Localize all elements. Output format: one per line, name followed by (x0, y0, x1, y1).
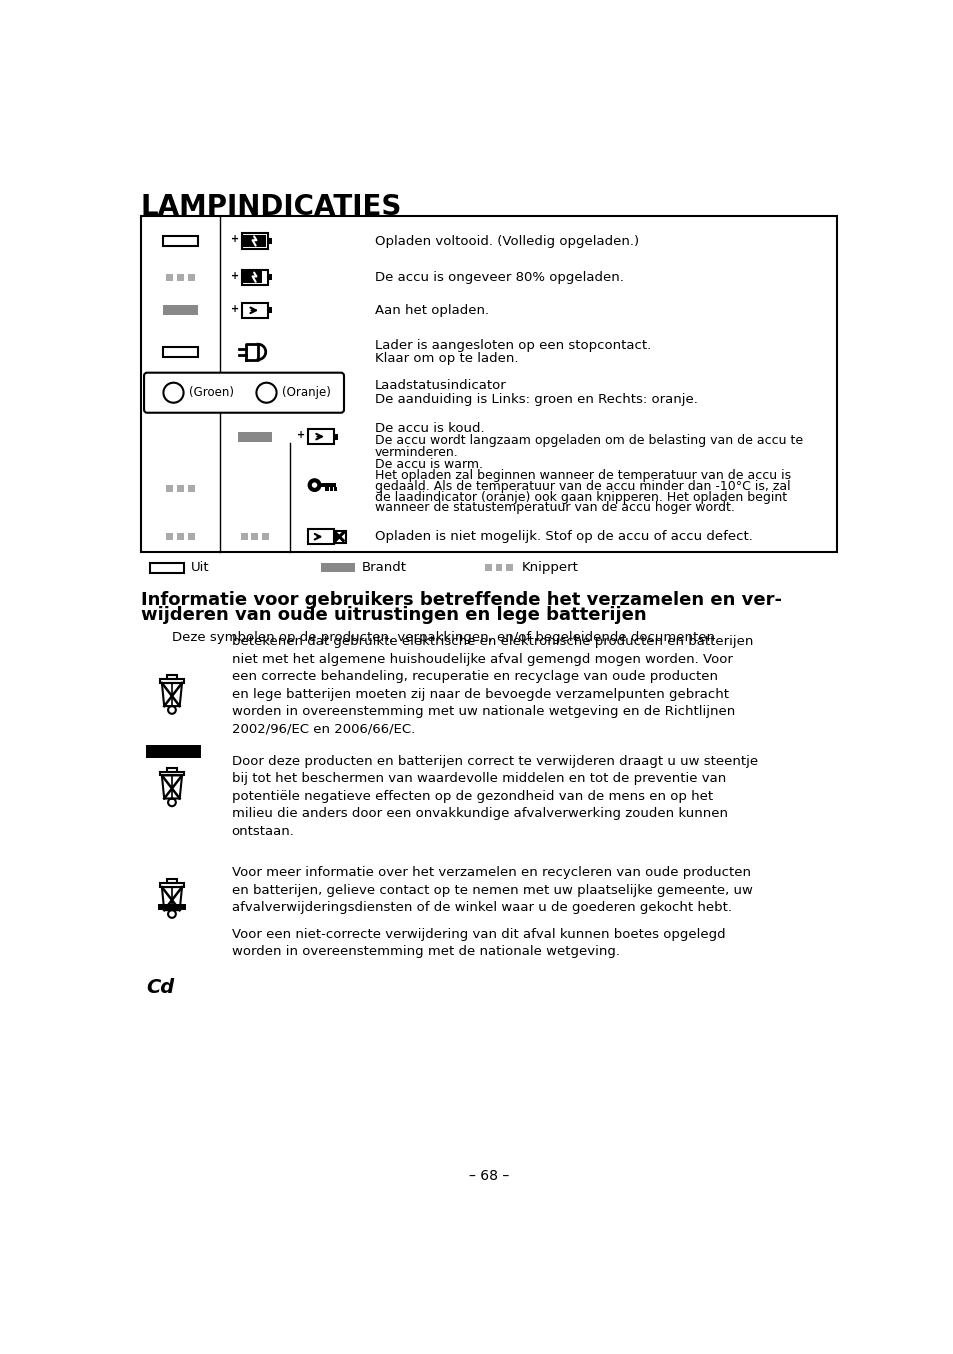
Text: De accu is warm.: De accu is warm. (375, 458, 482, 471)
FancyBboxPatch shape (144, 372, 344, 413)
Bar (484, 565, 491, 571)
Bar (163, 347, 197, 357)
Bar (167, 768, 176, 772)
Bar (325, 487, 328, 490)
Text: Voor een niet-correcte verwijdering van dit afval kunnen boetes opgelegd
worden : Voor een niet-correcte verwijdering van … (232, 927, 724, 959)
Bar (268, 307, 272, 313)
Bar (495, 565, 502, 571)
Bar (146, 745, 200, 758)
Text: wijderen van oude uitrustingen en lege batterijen: wijderen van oude uitrustingen en lege b… (141, 607, 646, 624)
Bar (188, 533, 194, 540)
Bar (159, 772, 184, 776)
Text: Voor meer informatie over het verzamelen en recycleren van oude producten
en bat: Voor meer informatie over het verzamelen… (232, 867, 752, 914)
Text: Deze symbolen op de producten, verpakkingen, en/of begeleidende documenten: Deze symbolen op de producten, verpakkin… (172, 631, 714, 645)
Bar (268, 238, 272, 244)
Bar (307, 529, 334, 544)
Bar (141, 215, 836, 552)
Bar (241, 269, 268, 284)
Text: wanneer de statustemperatuur van de accu hoger wordt.: wanneer de statustemperatuur van de accu… (375, 501, 734, 515)
Bar (167, 879, 176, 883)
Text: De accu wordt langzaam opgeladen om de belasting van de accu te: De accu wordt langzaam opgeladen om de b… (375, 433, 802, 447)
Text: De aanduiding is Links: groen en Rechts: oranje.: De aanduiding is Links: groen en Rechts:… (375, 393, 698, 406)
Text: Brandt: Brandt (361, 561, 406, 574)
Bar (241, 303, 268, 318)
Text: de laadindicator (oranje) ook gaan knipperen. Het opladen begint: de laadindicator (oranje) ook gaan knipp… (375, 490, 786, 504)
Text: Informatie voor gebruikers betreffende het verzamelen en ver-: Informatie voor gebruikers betreffende h… (141, 590, 781, 608)
Circle shape (312, 482, 317, 487)
Bar (307, 429, 334, 444)
Text: Door deze producten en batterijen correct te verwijderen draagt u uw steentje
bi: Door deze producten en batterijen correc… (232, 754, 757, 838)
Text: Laadstatusindicator: Laadstatusindicator (375, 379, 506, 393)
Bar (188, 486, 194, 493)
Circle shape (163, 383, 183, 402)
Text: +: + (232, 303, 239, 314)
Text: (Groen): (Groen) (189, 386, 233, 399)
Bar (177, 533, 184, 540)
Text: gedaald. Als de temperatuur van de accu minder dan -10°C is, zal: gedaald. Als de temperatuur van de accu … (375, 479, 790, 493)
Bar (158, 904, 186, 910)
Bar (240, 533, 247, 540)
Text: betekenen dat gebruikte elektrische en elektronische producten en batterijen
nie: betekenen dat gebruikte elektrische en e… (232, 635, 752, 735)
Bar (506, 565, 513, 571)
Bar (262, 533, 269, 540)
Bar (243, 271, 262, 283)
Bar (166, 274, 172, 280)
Text: Knippert: Knippert (521, 561, 578, 574)
Bar (159, 680, 184, 682)
Circle shape (307, 478, 321, 492)
Bar (188, 274, 194, 280)
Bar (163, 236, 197, 246)
Bar (159, 883, 184, 887)
Bar (166, 486, 172, 493)
Bar (334, 487, 336, 490)
Bar (163, 305, 197, 315)
Text: Uit: Uit (191, 561, 209, 574)
Text: +: + (232, 234, 239, 245)
Text: – 68 –: – 68 – (468, 1169, 509, 1183)
Text: Aan het opladen.: Aan het opladen. (375, 303, 489, 317)
Circle shape (256, 383, 276, 402)
Bar (177, 274, 184, 280)
Text: Opladen is niet mogelijk. Stof op de accu of accu defect.: Opladen is niet mogelijk. Stof op de acc… (375, 531, 752, 543)
Bar (319, 483, 335, 487)
Bar (243, 234, 266, 248)
Text: De accu is ongeveer 80% opgeladen.: De accu is ongeveer 80% opgeladen. (375, 271, 623, 284)
Bar (237, 432, 272, 441)
Bar (334, 433, 337, 440)
Bar (166, 533, 172, 540)
Text: Klaar om op te laden.: Klaar om op te laden. (375, 352, 518, 366)
Text: Opladen voltooid. (Volledig opgeladen.): Opladen voltooid. (Volledig opgeladen.) (375, 234, 639, 248)
Text: De accu is koud.: De accu is koud. (375, 422, 484, 436)
Text: Cd: Cd (146, 978, 174, 997)
Bar (241, 233, 268, 249)
Bar (252, 533, 258, 540)
Bar (320, 563, 355, 573)
Text: +: + (297, 431, 305, 440)
Bar (150, 563, 184, 573)
Text: +: + (232, 271, 239, 280)
Bar (268, 274, 272, 280)
Text: (Oranje): (Oranje) (282, 386, 331, 399)
Text: Het opladen zal beginnen wanneer de temperatuur van de accu is: Het opladen zal beginnen wanneer de temp… (375, 468, 790, 482)
Bar (334, 533, 337, 540)
Text: LAMPINDICATIES: LAMPINDICATIES (141, 192, 402, 221)
Bar (167, 676, 176, 680)
Bar (333, 531, 345, 543)
Bar (177, 486, 184, 493)
Text: Lader is aangesloten op een stopcontact.: Lader is aangesloten op een stopcontact. (375, 340, 651, 352)
Bar (330, 487, 333, 490)
Text: verminderen.: verminderen. (375, 445, 458, 459)
